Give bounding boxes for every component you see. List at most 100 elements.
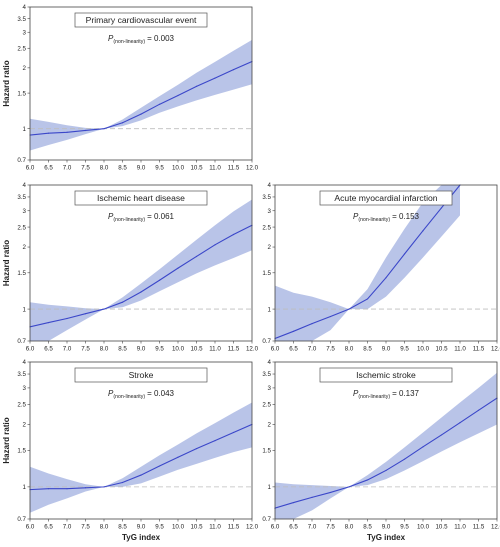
data-point (292, 330, 295, 332)
x-tick-label: 10.5 (190, 346, 203, 353)
x-tick-label: 7.5 (81, 346, 90, 353)
y-tick-label: 2 (23, 65, 27, 72)
data-point (329, 315, 332, 318)
p-nonlinearity-annotation: P(non-linearity) = 0.153 (353, 212, 420, 223)
x-tick-label: 11.0 (209, 165, 221, 172)
x-tick-label: 11.5 (473, 346, 485, 353)
y-tick-label: 1.5 (262, 270, 271, 277)
x-tick-label: 11.5 (228, 165, 240, 172)
x-tick-label: 11.0 (454, 524, 466, 531)
data-point (84, 487, 87, 489)
y-tick-label: 2.5 (262, 224, 271, 231)
data-point (459, 422, 461, 424)
data-point (66, 488, 68, 490)
y-tick-label: 3 (268, 208, 272, 215)
y-tick-label: 3 (23, 208, 27, 215)
chart-panel-2: 6.0 6.5 7.0 7.5 8.0 8.5 9.0 9.5 10.0 10.5 11.0 11.5… (2, 182, 259, 352)
y-tick-label: 1 (268, 306, 272, 313)
x-tick-label: 7.0 (308, 524, 317, 531)
data-point (47, 488, 50, 490)
y-tick-label: 3.5 (262, 194, 271, 201)
confidence-band (30, 402, 252, 513)
x-tick-label: 9.5 (155, 524, 164, 531)
x-tick-label: 9.0 (137, 165, 146, 172)
x-tick-label: 9.0 (137, 346, 146, 353)
data-point (232, 233, 235, 236)
y-tick-label: 3.5 (17, 194, 26, 201)
x-tick-label: 10.5 (435, 346, 448, 353)
data-point (158, 279, 161, 281)
y-tick-label: 3 (268, 385, 272, 392)
x-tick-label: 6.0 (26, 165, 35, 172)
data-point (214, 77, 216, 79)
y-tick-label: 2.5 (17, 402, 26, 409)
p-value: = 0.137 (392, 389, 419, 398)
data-point (195, 255, 198, 258)
y-tick-label: 4 (23, 182, 27, 189)
data-point (292, 501, 295, 504)
y-tick-label: 0.7 (262, 338, 271, 345)
data-point (440, 434, 443, 436)
p-value: = 0.153 (392, 212, 419, 221)
panel-title-box (319, 190, 453, 206)
x-tick-label: 8.0 (345, 524, 354, 531)
data-point (177, 267, 179, 269)
data-point (329, 491, 332, 494)
confidence-band (275, 185, 460, 341)
x-tick-label: 9.0 (137, 524, 146, 531)
x-tick-label: 11.5 (228, 524, 240, 531)
x-tick-label: 10.5 (435, 524, 448, 531)
chart-panel-4: 6.0 6.5 7.0 7.5 8.0 8.5 9.0 9.5 10.0 10.5 11.0 11.5… (2, 359, 259, 542)
p-nonlinearity-annotation: P(non-linearity) = 0.003 (108, 34, 175, 45)
y-tick-label: 1 (23, 306, 27, 313)
x-tick-label: 6.5 (44, 165, 53, 172)
x-tick-label: 10.5 (190, 165, 203, 172)
data-point (403, 458, 406, 460)
data-point (232, 69, 235, 71)
data-point (121, 481, 124, 484)
x-tick-label: 12.0 (246, 165, 259, 172)
x-tick-label: 8.5 (118, 165, 127, 172)
x-tick-label: 9.0 (382, 524, 391, 531)
y-tick-label: 3 (23, 29, 27, 36)
data-point (140, 291, 142, 293)
x-tick-label: 6.0 (271, 346, 280, 353)
y-axis-label: Hazard ratio (2, 417, 11, 463)
data-point (477, 409, 480, 411)
p-letter: P (353, 212, 359, 221)
y-tick-label: 4 (23, 4, 27, 11)
data-point (422, 230, 424, 232)
x-tick-label: 9.5 (400, 346, 409, 353)
y-tick-label: 3.5 (262, 371, 271, 378)
x-tick-label: 11.0 (209, 346, 221, 353)
data-point (84, 313, 87, 315)
y-tick-label: 2 (23, 422, 27, 429)
p-subscript: (non-linearity) (358, 217, 390, 223)
x-tick-label: 6.5 (289, 524, 298, 531)
x-tick-label: 7.0 (63, 165, 72, 172)
p-subscript: (non-linearity) (113, 39, 145, 45)
x-tick-label: 7.5 (326, 524, 335, 531)
x-tick-label: 7.5 (81, 524, 90, 531)
x-tick-label: 11.0 (454, 346, 466, 353)
y-tick-label: 4 (23, 359, 27, 366)
p-letter: P (108, 34, 114, 43)
y-tick-label: 4 (268, 182, 272, 189)
y-axis-label: Hazard ratio (2, 240, 11, 286)
data-point (140, 474, 142, 476)
x-tick-label: 6.0 (26, 524, 35, 531)
data-point (66, 317, 68, 320)
y-tick-label: 0.7 (17, 157, 26, 164)
y-tick-label: 2.5 (17, 224, 26, 231)
x-tick-label: 9.0 (382, 346, 391, 353)
data-point (177, 94, 179, 97)
y-tick-label: 2.5 (17, 45, 26, 52)
data-point (214, 244, 216, 246)
y-tick-label: 1.5 (17, 448, 26, 455)
data-point (103, 308, 105, 310)
data-point (348, 308, 350, 310)
confidence-band (30, 199, 252, 341)
y-tick-label: 2 (23, 244, 27, 251)
data-point (140, 113, 142, 115)
p-value: = 0.043 (147, 389, 174, 398)
